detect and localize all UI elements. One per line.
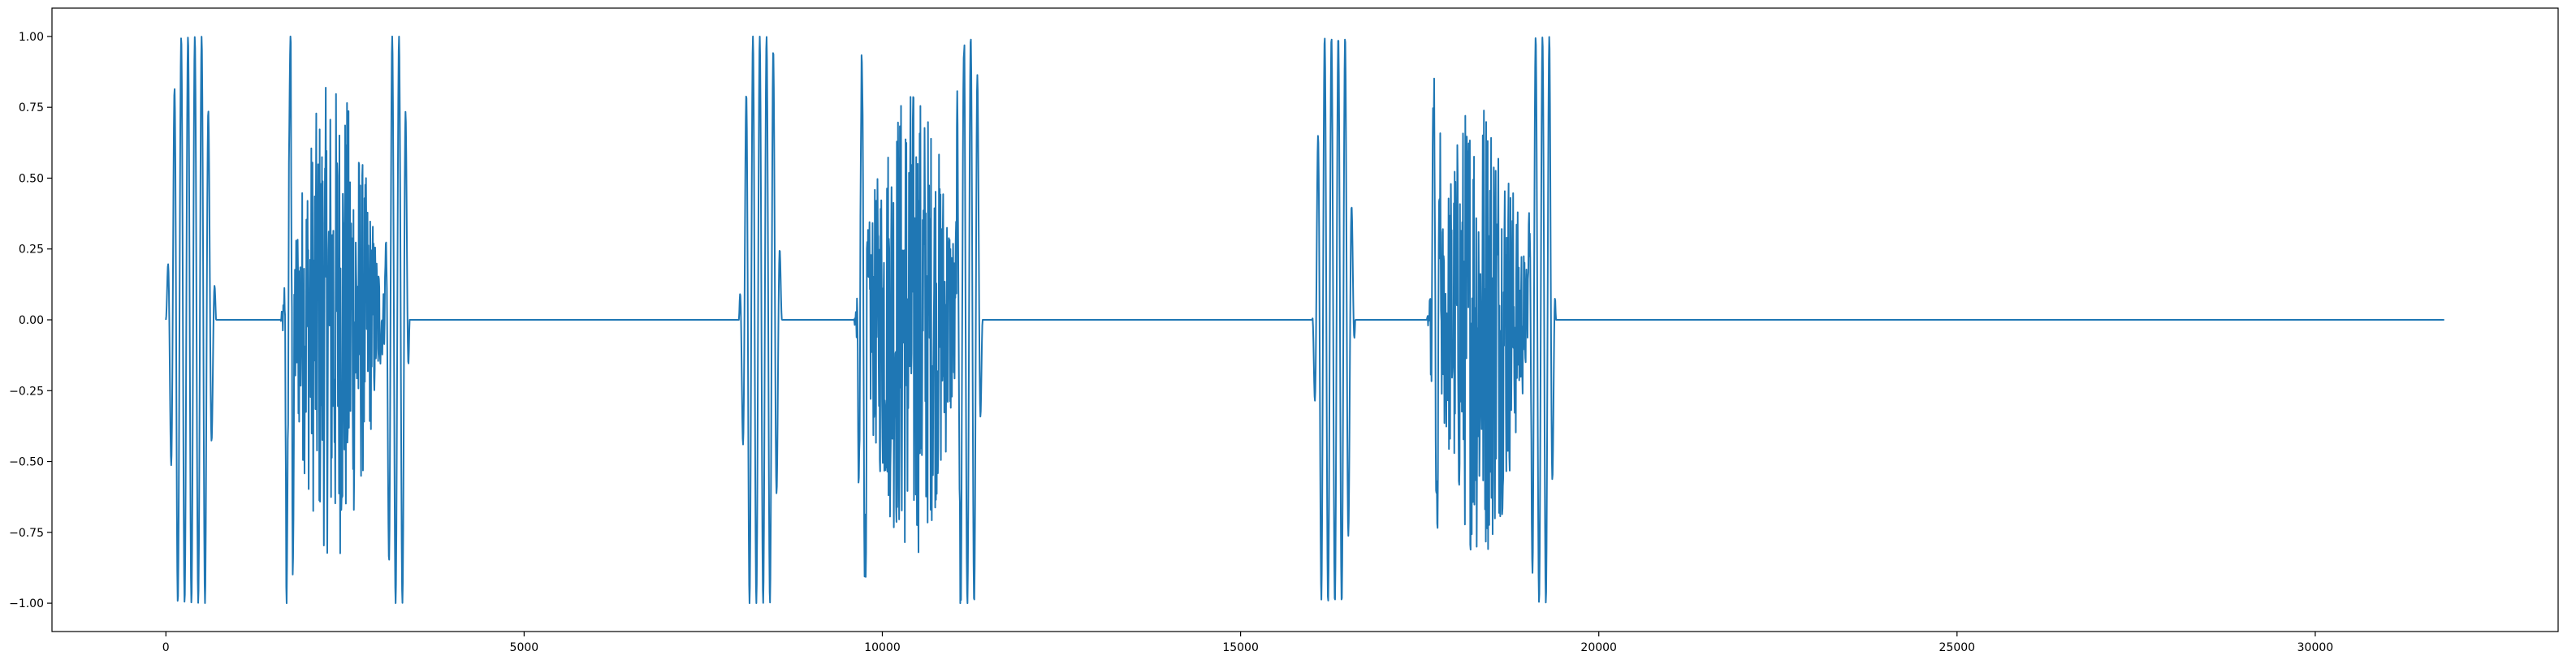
y-tick-label: −1.00: [9, 597, 44, 610]
y-tick-label: 0.00: [19, 314, 44, 327]
y-tick-label: −0.75: [9, 527, 44, 540]
y-tick-label: 0.25: [19, 244, 44, 257]
x-tick-label: 30000: [2297, 641, 2334, 654]
x-tick-label: 15000: [1222, 641, 1259, 654]
x-tick-label: 20000: [1580, 641, 1617, 654]
series-line-0: [165, 35, 2445, 605]
y-tick-label: 0.75: [19, 101, 44, 114]
x-tick-label: 25000: [1939, 641, 1976, 654]
series-layer: [165, 35, 2445, 605]
y-tick-label: 0.50: [19, 172, 44, 185]
x-tick-label: 10000: [864, 641, 901, 654]
x-tick-label: 5000: [510, 641, 539, 654]
axes-layer: 0 5000 10000 15000 20000 25000 30000 −1.00 −0.75…: [9, 7, 2559, 654]
y-tick-label: −0.50: [9, 456, 44, 469]
x-tick-label: 0: [162, 641, 170, 654]
y-tick-label: 1.00: [19, 31, 44, 44]
y-tick-label: −0.25: [9, 385, 44, 398]
